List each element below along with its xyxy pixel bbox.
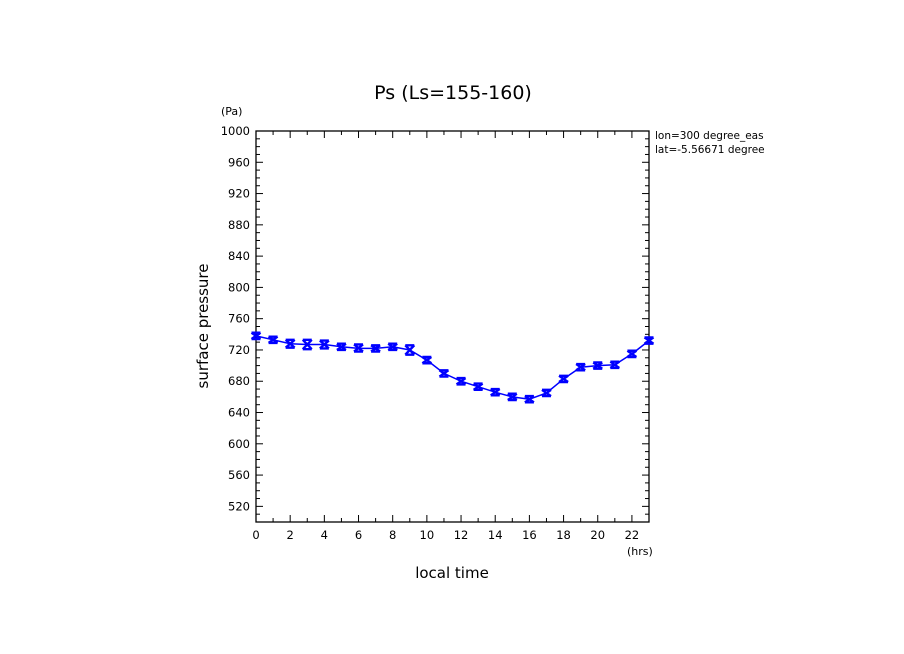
data-point (250, 331, 262, 341)
data-point (575, 362, 586, 372)
data-point (524, 394, 535, 404)
y-axis-label: surface pressure (194, 264, 212, 389)
x-tick-label: 14 (488, 528, 503, 542)
data-point (267, 335, 279, 345)
x-tick-label: 2 (287, 528, 294, 542)
data-point (455, 376, 467, 386)
data-point (284, 338, 296, 349)
data-point (643, 336, 655, 345)
data-point (421, 355, 433, 365)
x-tick-label: 10 (420, 528, 435, 542)
data-point (472, 382, 484, 392)
marks-layer: 0 2 4 6 8 10 12 14 16 18 20 22 520 560 600 640 680 720 760… (221, 124, 655, 542)
data-point (353, 343, 364, 353)
x-tick-label: 12 (454, 528, 469, 542)
y-tick-label: 640 (228, 406, 250, 420)
y-tick-label: 960 (228, 155, 250, 169)
data-point (438, 369, 450, 378)
y-tick-label: 680 (228, 374, 250, 388)
x-tick-label: 20 (590, 528, 605, 542)
x-axis-unit: (hrs) (627, 545, 653, 558)
annotation-lon: lon=300 degree_eas (655, 130, 764, 142)
data-point (592, 361, 603, 370)
x-axis-label: local time (415, 564, 489, 582)
annotation-lat: lat=-5.56671 degree (655, 144, 765, 156)
data-point (609, 360, 621, 370)
y-tick-label: 760 (228, 312, 250, 326)
data-point (370, 344, 381, 353)
data-point (336, 342, 347, 352)
y-axis-unit: (Pa) (221, 105, 242, 118)
chart-title: Ps (Ls=155-160) (374, 82, 532, 104)
data-point (507, 392, 518, 402)
x-tick-label: 16 (522, 528, 537, 542)
data-point (490, 387, 501, 397)
x-tick-label: 6 (355, 528, 362, 542)
x-tick-label: 0 (252, 528, 259, 542)
data-point (558, 374, 569, 384)
data-point (541, 388, 552, 398)
y-tick-label: 520 (228, 499, 250, 513)
data-point (301, 338, 313, 351)
x-tick-label: 18 (556, 528, 571, 542)
data-point (387, 342, 398, 352)
series-line (255, 335, 650, 400)
data-point (626, 349, 638, 359)
y-tick-label: 840 (228, 249, 250, 263)
y-tick-label: 1000 (221, 124, 250, 138)
y-tick-label: 920 (228, 187, 250, 201)
y-tick-label: 880 (228, 218, 250, 232)
y-tick-label: 600 (228, 437, 250, 451)
x-tick-label: 4 (321, 528, 328, 542)
y-tick-label: 720 (228, 343, 250, 357)
y-tick-label: 800 (228, 280, 250, 294)
y-tick-label: 560 (228, 468, 250, 482)
x-tick-label: 8 (389, 528, 396, 542)
plot-frame (255, 130, 650, 523)
x-tick-label: 22 (625, 528, 640, 542)
data-point (404, 344, 416, 356)
data-point (319, 339, 330, 350)
